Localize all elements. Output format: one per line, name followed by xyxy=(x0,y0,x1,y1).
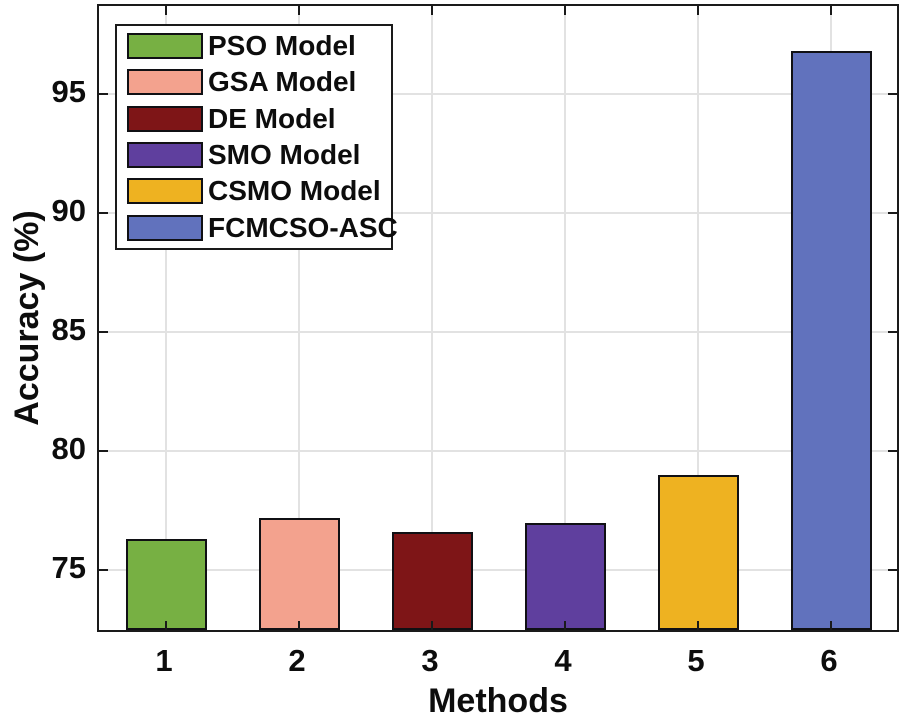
y-tick-label-90: 90 xyxy=(51,192,86,228)
gridline-x-2 xyxy=(298,6,300,630)
x-tick-bottom-2 xyxy=(298,621,300,630)
gridline-y-90 xyxy=(99,211,897,214)
gridline-y-95 xyxy=(99,92,897,95)
y-tick-right-80 xyxy=(888,450,897,453)
x-tick-bottom-3 xyxy=(431,621,433,630)
bar-smo-model xyxy=(524,522,606,630)
legend-label: GSA Model xyxy=(208,66,357,98)
legend-label: CSMO Model xyxy=(208,175,381,207)
y-tick-left-80 xyxy=(99,450,108,453)
legend-label: PSO Model xyxy=(208,30,356,62)
y-tick-label-80: 80 xyxy=(51,431,86,467)
y-tick-right-85 xyxy=(888,330,897,333)
x-tick-bottom-1 xyxy=(165,621,167,630)
bar-csmo-model xyxy=(657,475,739,630)
x-tick-top-2 xyxy=(298,6,300,15)
x-tick-top-4 xyxy=(564,6,566,15)
x-axis-label: Methods xyxy=(428,682,568,719)
bar-fcmcso-asc xyxy=(790,50,872,630)
x-tick-top-5 xyxy=(697,6,699,15)
x-tick-bottom-6 xyxy=(830,621,832,630)
x-tick-label-5: 5 xyxy=(687,643,705,678)
x-tick-bottom-4 xyxy=(564,621,566,630)
legend-item-fcmcso-asc: FCMCSO-ASC xyxy=(117,210,398,246)
y-tick-left-75 xyxy=(99,569,108,572)
x-tick-label-6: 6 xyxy=(820,643,838,678)
y-tick-left-90 xyxy=(99,211,108,214)
legend-item-pso-model: PSO Model xyxy=(117,28,391,64)
x-tick-label-4: 4 xyxy=(554,643,572,678)
y-tick-label-75: 75 xyxy=(51,550,86,586)
legend-item-smo-model: SMO Model xyxy=(117,137,391,173)
y-tick-left-95 xyxy=(99,92,108,95)
gridline-y-85 xyxy=(99,330,897,333)
y-tick-label-95: 95 xyxy=(51,73,86,109)
legend-label: SMO Model xyxy=(208,139,361,171)
bar-pso-model xyxy=(125,539,207,630)
legend-item-gsa-model: GSA Model xyxy=(117,64,391,100)
legend-swatch xyxy=(127,178,203,205)
x-tick-bottom-5 xyxy=(697,621,699,630)
gridline-y-75 xyxy=(99,569,897,572)
legend-swatch xyxy=(127,105,203,132)
y-axis-label: Accuracy (%) xyxy=(8,210,46,426)
gridline-y-80 xyxy=(99,450,897,453)
x-tick-top-1 xyxy=(165,6,167,15)
legend-item-csmo-model: CSMO Model xyxy=(117,173,391,209)
legend-item-de-model: DE Model xyxy=(117,101,391,137)
x-tick-label-3: 3 xyxy=(421,643,439,678)
gridline-x-4 xyxy=(564,6,566,630)
x-tick-label-1: 1 xyxy=(155,643,173,678)
gridline-x-3 xyxy=(431,6,433,630)
legend-swatch xyxy=(127,69,203,96)
legend-swatch xyxy=(127,142,203,169)
bar-de-model xyxy=(391,532,473,630)
legend-swatch xyxy=(127,214,203,241)
gridline-x-5 xyxy=(697,6,699,630)
y-tick-right-90 xyxy=(888,211,897,214)
legend-label: FCMCSO-ASC xyxy=(208,211,398,243)
x-tick-top-3 xyxy=(431,6,433,15)
legend-label: DE Model xyxy=(208,102,336,134)
y-tick-label-85: 85 xyxy=(51,311,86,347)
bar-gsa-model xyxy=(258,517,340,630)
gridline-x-1 xyxy=(165,6,167,630)
x-tick-label-2: 2 xyxy=(288,643,306,678)
x-tick-top-6 xyxy=(830,6,832,15)
y-tick-left-85 xyxy=(99,330,108,333)
legend-box: PSO Model GSA Model DE Model SMO Model CSMO … xyxy=(115,24,398,250)
y-tick-right-75 xyxy=(888,569,897,572)
legend-swatch xyxy=(127,33,203,60)
plot-area xyxy=(97,4,899,632)
y-tick-right-95 xyxy=(888,92,897,95)
